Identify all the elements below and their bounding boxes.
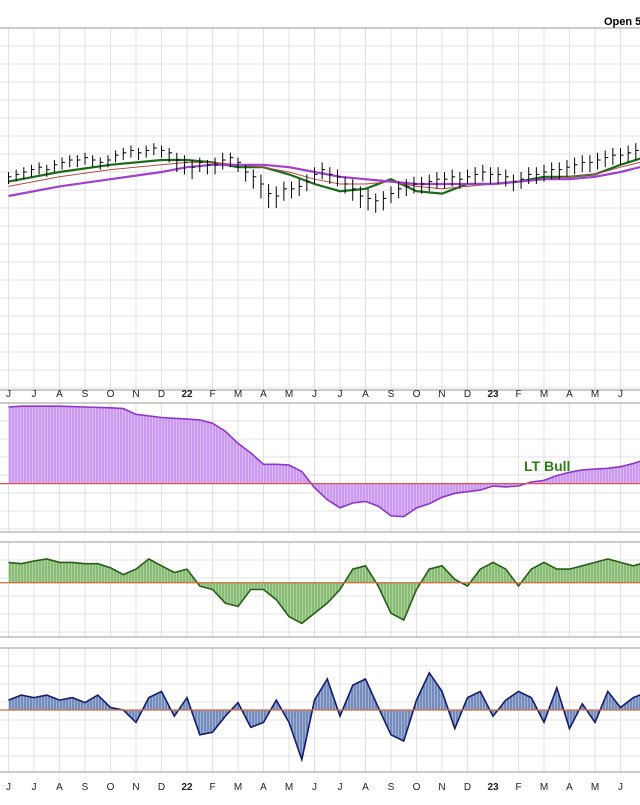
- x-tick-label: O: [107, 782, 115, 793]
- x-tick-label: N: [438, 782, 445, 793]
- x-tick-label: 22: [181, 389, 193, 400]
- x-tick-label: A: [56, 782, 63, 793]
- x-tick-label: J: [6, 389, 11, 400]
- x-tick-label: J: [312, 782, 317, 793]
- x-tick-label: S: [388, 389, 395, 400]
- x-tick-label: A: [260, 782, 267, 793]
- lt-bull-annotation: LT Bull: [524, 458, 570, 474]
- x-tick-label: J: [338, 389, 343, 400]
- x-tick-label: M: [540, 389, 548, 400]
- x-tick-label: A: [56, 389, 63, 400]
- x-tick-label: S: [82, 782, 89, 793]
- x-tick-label: F: [515, 782, 521, 793]
- x-tick-label: D: [158, 389, 165, 400]
- x-tick-label: D: [464, 389, 471, 400]
- x-tick-label: N: [132, 782, 139, 793]
- x-tick-label: J: [32, 782, 37, 793]
- x-tick-label: D: [158, 782, 165, 793]
- x-tick-label: M: [591, 782, 599, 793]
- x-tick-label: F: [209, 389, 215, 400]
- x-tick-label: A: [362, 782, 369, 793]
- x-tick-label: A: [362, 389, 369, 400]
- x-tick-label: M: [234, 389, 242, 400]
- x-tick-label: A: [566, 782, 573, 793]
- x-tick-label: M: [285, 782, 293, 793]
- x-tick-label: J: [338, 782, 343, 793]
- x-tick-label: F: [209, 782, 215, 793]
- x-tick-label: J: [6, 782, 11, 793]
- x-tick-label: J: [312, 389, 317, 400]
- x-tick-label: S: [388, 782, 395, 793]
- x-tick-label: J: [618, 782, 623, 793]
- x-tick-label: O: [413, 389, 421, 400]
- x-tick-label: O: [107, 389, 115, 400]
- x-tick-label: 22: [181, 782, 193, 793]
- x-tick-label: F: [515, 389, 521, 400]
- x-tick-label: J: [32, 389, 37, 400]
- x-tick-label: A: [260, 389, 267, 400]
- x-tick-label: A: [566, 389, 573, 400]
- x-tick-label: M: [234, 782, 242, 793]
- x-tick-label: S: [82, 389, 89, 400]
- x-tick-label: 23: [487, 389, 499, 400]
- x-tick-label: N: [438, 389, 445, 400]
- x-tick-label: O: [413, 782, 421, 793]
- x-tick-label: M: [591, 389, 599, 400]
- x-tick-label: M: [285, 389, 293, 400]
- x-tick-label: 23: [487, 782, 499, 793]
- x-tick-label: N: [132, 389, 139, 400]
- x-tick-label: D: [464, 782, 471, 793]
- x-tick-label: M: [540, 782, 548, 793]
- x-tick-label: J: [618, 389, 623, 400]
